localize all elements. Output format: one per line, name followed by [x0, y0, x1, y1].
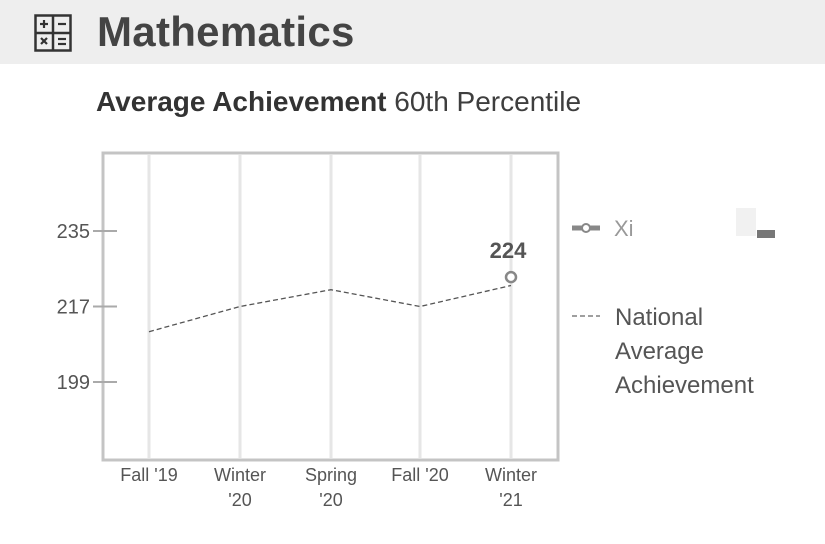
x-tick-label: Winter — [214, 465, 266, 485]
legend-redaction — [636, 212, 736, 240]
header-bar: Mathematics — [0, 0, 825, 64]
data-label: 224 — [490, 238, 527, 263]
y-tick-label: 235 — [57, 221, 90, 243]
page-title: Mathematics — [97, 8, 355, 55]
chart-title: Average Achievement 60th Percentile — [96, 86, 581, 118]
legend-label-national: Achievement — [615, 372, 754, 399]
legend-redaction-shadow — [736, 208, 756, 236]
legend-label-national: National — [615, 304, 703, 331]
chart-title-rest: 60th Percentile — [394, 86, 582, 117]
calculator-icon — [34, 14, 72, 52]
data-point — [504, 270, 518, 284]
legend-label-national: Average — [615, 338, 704, 365]
y-tick-label: 217 — [57, 297, 90, 319]
x-tick-label: '20 — [228, 490, 251, 510]
legend-label-student: Xi — [614, 216, 634, 241]
x-tick-label: '20 — [319, 490, 342, 510]
legend-marker-fragment — [757, 230, 775, 238]
y-tick-label: 199 — [57, 372, 90, 394]
chart-title-bold: Average Achievement — [96, 86, 387, 117]
x-tick-label: '21 — [499, 490, 522, 510]
x-tick-label: Spring — [305, 465, 357, 485]
x-tick-label: Fall '19 — [120, 465, 177, 485]
series-line-national-average — [148, 284, 512, 333]
x-tick-label: Winter — [485, 465, 537, 485]
x-tick-label: Fall '20 — [391, 465, 448, 485]
legend-marker-student-dot — [581, 223, 591, 233]
